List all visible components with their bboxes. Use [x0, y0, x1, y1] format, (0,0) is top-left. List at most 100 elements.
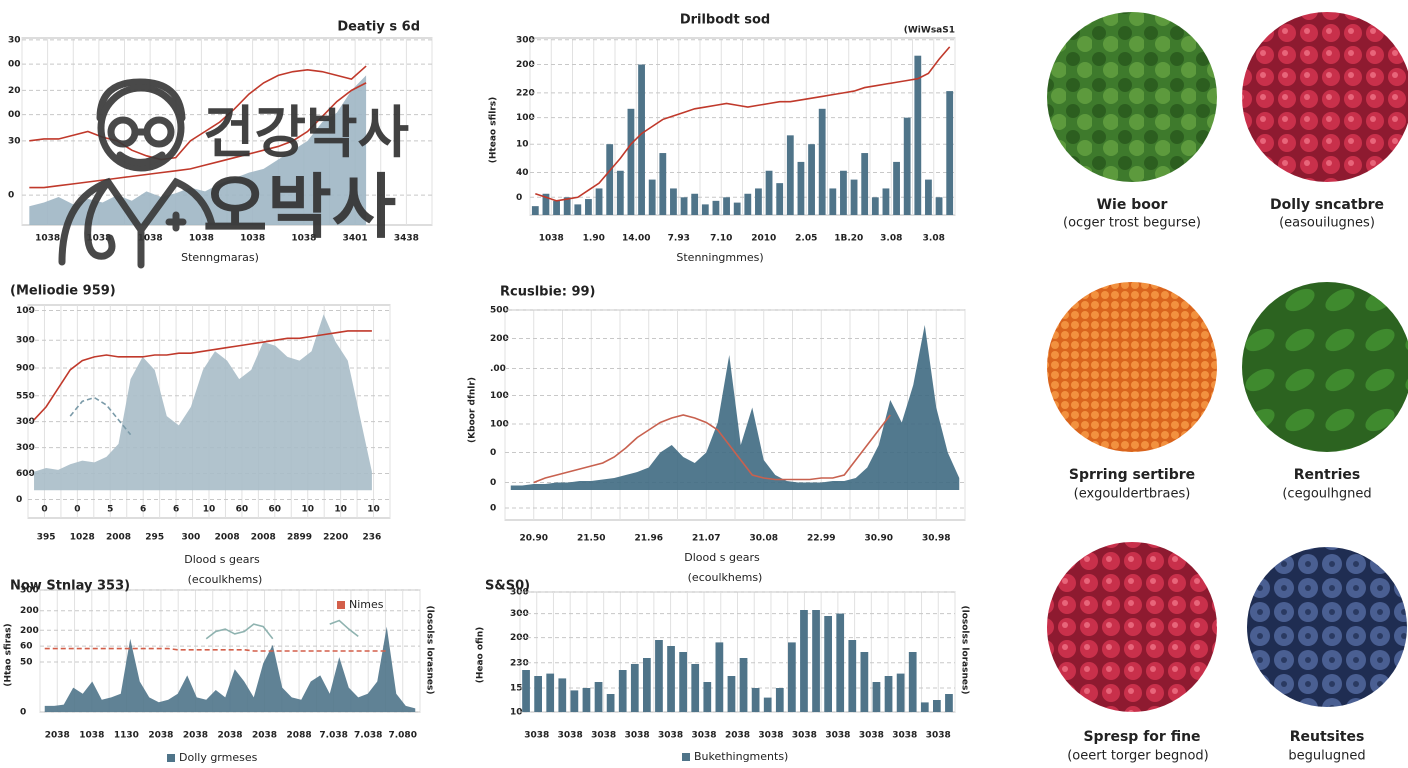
food-title: Wie boor	[1097, 197, 1168, 213]
food-photo	[1242, 282, 1408, 452]
watermark: 건강박사 오박사	[58, 78, 409, 269]
bar	[882, 188, 890, 215]
x-tick-label: 30.08	[750, 534, 778, 544]
x-tick-label: 3038	[926, 731, 951, 741]
bar	[765, 170, 773, 215]
x-tick-label: 395	[37, 533, 56, 543]
bar	[679, 652, 687, 712]
x-tick-label: 1038	[291, 234, 316, 244]
x-tick-label: 2008	[106, 533, 131, 543]
x-tick-label: 1038	[86, 234, 111, 244]
chart-title: Now Stnlay 353)	[10, 579, 130, 594]
bar	[776, 183, 784, 215]
y-tick-label: 10	[516, 140, 529, 150]
x-tick-label: 7.10	[710, 234, 732, 244]
x-tick-label: 1B.20	[834, 234, 863, 244]
y-tick-label: 20	[8, 86, 21, 96]
y-tick-label: 300	[510, 609, 529, 619]
bar	[534, 676, 542, 712]
food-photo	[1047, 282, 1217, 452]
line	[29, 65, 367, 161]
x-tick-label: 7.038	[354, 731, 382, 741]
bar	[723, 197, 730, 215]
x-tick-label: 1038	[189, 234, 214, 244]
food-subtitle: begulugned	[1288, 749, 1365, 764]
x-tick-label: 3038	[692, 731, 717, 741]
bar	[925, 179, 932, 215]
x-tick-label: 0	[41, 505, 47, 515]
area	[34, 314, 372, 491]
bar	[594, 682, 603, 712]
legend-label: Dolly grmeses	[179, 751, 258, 764]
x-tick-label: 60	[269, 505, 282, 515]
bar	[850, 179, 858, 215]
bar	[701, 204, 709, 215]
bar	[638, 64, 645, 215]
legend-label: Bukethingments)	[694, 750, 788, 763]
food-photo	[1047, 12, 1217, 182]
chart: 10 150 230 200 300 300 3038 3038 3038 3038 3038 303…	[476, 579, 970, 764]
x-axis-label: Dlood s gears	[184, 553, 260, 566]
y-tick-label: 10	[510, 708, 523, 718]
x-tick-label: 3038	[758, 731, 783, 741]
y-tick-label: 200	[510, 633, 529, 643]
bar	[703, 682, 712, 712]
corner-note: (WiWsaS1	[904, 26, 955, 36]
bar	[531, 206, 539, 215]
right-label: (losolss lorasnes)	[425, 606, 435, 695]
bar	[655, 640, 663, 712]
x-tick-label: 3038	[625, 731, 650, 741]
y-tick-label: 200	[20, 606, 39, 616]
y-tick-label: 0	[8, 191, 14, 201]
bar	[812, 610, 820, 712]
food-title: Reutsites	[1290, 729, 1365, 745]
bar	[872, 682, 881, 712]
bar	[836, 613, 845, 712]
bar	[739, 658, 748, 712]
y-tick-label: 900	[16, 363, 35, 373]
y-tick-label: 30	[8, 136, 21, 146]
x-tick-label: 3038	[892, 731, 917, 741]
x-tick-label: 60	[236, 505, 249, 515]
x-tick-label: 3438	[394, 234, 419, 244]
x-tick-label: 1038	[35, 234, 60, 244]
bar	[606, 144, 614, 215]
y-tick-label: 230	[510, 658, 529, 668]
x-tick-label: 2038	[45, 731, 70, 741]
bar	[659, 153, 667, 215]
y-tick-label: 550	[16, 391, 35, 401]
x-tick-label: 236	[363, 533, 382, 543]
bar	[715, 642, 724, 712]
x-tick-label: 295	[145, 533, 164, 543]
food-photo	[1242, 12, 1408, 182]
bar	[860, 652, 869, 712]
y-tick-label: 0	[16, 495, 22, 505]
bar	[727, 676, 736, 712]
x-tick-label: 30.98	[922, 534, 950, 544]
area	[44, 626, 416, 712]
bar	[582, 688, 591, 712]
bar	[616, 170, 624, 215]
food-subtitle: (exgouldertbraes)	[1074, 487, 1191, 502]
x-tick-label: 2200	[323, 533, 348, 543]
bar	[618, 670, 627, 712]
x-tick-label: 2088	[287, 731, 312, 741]
area	[510, 325, 960, 490]
bar	[946, 91, 954, 215]
y-tick-label: 00	[8, 110, 21, 120]
area	[29, 75, 367, 226]
bar	[595, 188, 603, 215]
doctor-icon	[58, 78, 216, 269]
x-tick-label: 20.90	[520, 534, 548, 544]
bar	[800, 610, 808, 712]
x-tick-label: 1038	[79, 731, 104, 741]
x-tick-label: 2008	[251, 533, 276, 543]
food-subtitle: (ocger trost begurse)	[1063, 216, 1201, 231]
x-tick-label: 7.93	[668, 234, 690, 244]
chart-title: S&S0)	[485, 579, 530, 594]
bar	[606, 694, 615, 712]
x-tick-label: 3038	[558, 731, 583, 741]
food-subtitle: (easouilugnes)	[1279, 216, 1375, 231]
bar	[643, 658, 651, 712]
